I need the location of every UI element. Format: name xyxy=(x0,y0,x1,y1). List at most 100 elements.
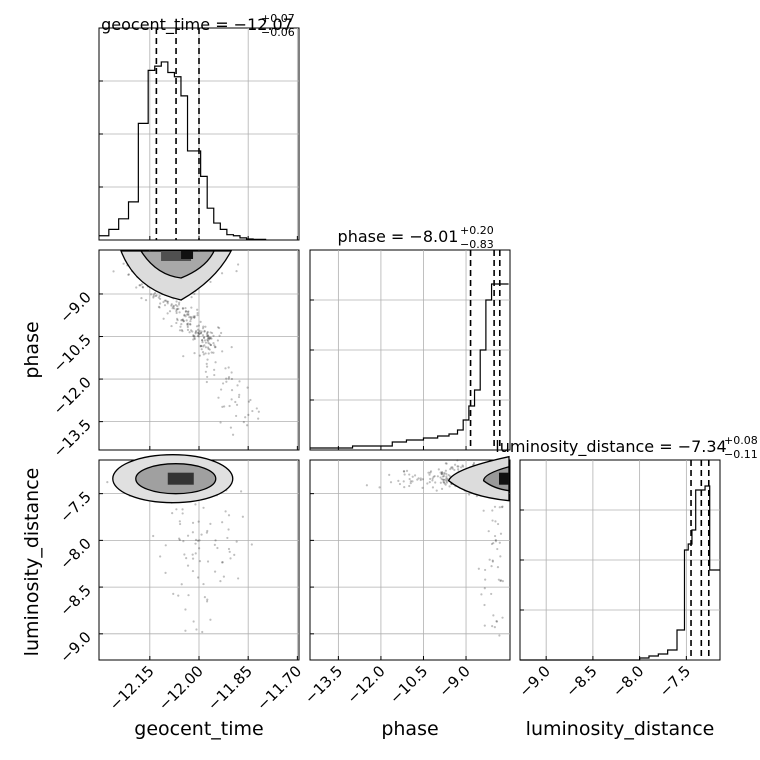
scatter-point xyxy=(181,307,185,310)
scatter-point xyxy=(439,481,442,484)
scatter-point xyxy=(233,553,236,556)
scatter-point xyxy=(439,471,442,474)
scatter-point xyxy=(188,331,191,334)
scatter-point xyxy=(226,536,229,540)
scatter-point xyxy=(483,624,486,627)
scatter-point xyxy=(230,377,234,381)
scatter-point xyxy=(442,478,445,481)
scatter-point xyxy=(220,561,224,564)
scatter-point xyxy=(152,295,155,298)
scatter-point xyxy=(221,350,224,353)
scatter-point xyxy=(154,294,157,298)
scatter-point xyxy=(490,592,493,596)
scatter-point xyxy=(495,620,499,623)
scatter-point xyxy=(199,344,202,348)
scatter-point xyxy=(209,343,213,347)
scatter-point xyxy=(440,478,443,481)
scatter-point xyxy=(419,478,422,482)
panel-phase-hist: phase = −8.01 +0.20 −0.83 xyxy=(309,224,511,451)
scatter-point xyxy=(213,543,216,546)
scatter-point xyxy=(203,330,206,333)
scatter-point xyxy=(408,477,411,481)
scatter-point xyxy=(227,366,230,369)
scatter-point xyxy=(178,311,181,314)
scatter-point xyxy=(497,578,500,581)
scatter-point xyxy=(225,377,228,380)
scatter-point xyxy=(206,375,209,379)
scatter-point xyxy=(197,520,200,523)
scatter-point xyxy=(220,331,223,335)
scatter-point xyxy=(209,343,212,347)
scatter-point xyxy=(171,512,174,515)
scatter-point xyxy=(190,306,193,309)
contour-layer xyxy=(112,250,510,504)
scatter-point xyxy=(205,334,209,338)
scatter-point xyxy=(429,471,432,474)
scatter-point xyxy=(191,531,194,534)
scatter-point xyxy=(190,316,193,319)
scatter-point xyxy=(451,466,454,469)
scatter-point xyxy=(499,579,503,582)
scatter-point xyxy=(186,310,190,314)
y-tick-label: −7.5 xyxy=(56,488,94,526)
scatter-point xyxy=(166,302,169,305)
scatter-point xyxy=(460,466,463,469)
scatter-point xyxy=(166,300,170,303)
scatter-point xyxy=(162,317,165,320)
scatter-point xyxy=(152,293,155,296)
scatter-point xyxy=(257,417,260,420)
scatter-point xyxy=(192,315,195,318)
scatter-point xyxy=(198,547,201,550)
scatter-point xyxy=(184,629,187,632)
scatter-point xyxy=(500,506,504,509)
scatter-point xyxy=(251,409,254,413)
scatter-point xyxy=(389,481,393,484)
scatter-point xyxy=(209,331,212,334)
scatter-point xyxy=(157,296,160,299)
scatter-point xyxy=(194,332,197,335)
scatter-point xyxy=(202,353,205,356)
scatter-point xyxy=(442,473,446,476)
scatter-point xyxy=(212,334,215,337)
x-tick-label: −10.5 xyxy=(386,662,431,707)
scatter-point xyxy=(482,509,485,512)
scatter-point xyxy=(408,473,411,476)
scatter-point xyxy=(176,317,179,320)
scatter-point xyxy=(493,626,496,629)
scatter-point xyxy=(194,331,197,334)
scatter-point xyxy=(496,566,500,569)
scatter-point xyxy=(247,400,251,403)
scatter-point xyxy=(494,520,497,523)
scatter-point xyxy=(175,311,178,315)
scatter-point xyxy=(193,315,196,318)
scatter-point xyxy=(493,534,497,538)
scatter-point xyxy=(184,309,188,313)
scatter-point xyxy=(204,346,208,349)
scatter-point xyxy=(141,285,144,289)
scatter-point xyxy=(213,346,217,349)
contour-outer xyxy=(447,455,510,502)
scatter-point xyxy=(174,303,177,307)
scatter-point xyxy=(175,310,178,313)
scatter-point xyxy=(411,480,414,483)
scatter-point xyxy=(200,344,203,348)
scatter-point xyxy=(217,396,220,399)
scatter-point xyxy=(493,505,497,508)
scatter-point xyxy=(163,304,167,307)
x-tick-label: −8.5 xyxy=(562,662,600,700)
scatter-point xyxy=(451,467,454,470)
scatter-point xyxy=(443,482,446,485)
scatter-point xyxy=(498,634,501,637)
histogram-layer xyxy=(99,28,720,661)
scatter-point xyxy=(491,519,494,522)
scatter-point xyxy=(205,332,209,336)
scatter-point xyxy=(437,468,440,471)
scatter-point xyxy=(112,270,115,273)
scatter-point xyxy=(419,477,422,480)
scatter-point xyxy=(205,531,208,534)
scatter-point xyxy=(194,503,197,506)
scatter-point xyxy=(495,620,498,623)
scatter-point xyxy=(501,580,504,583)
scatter-point xyxy=(246,386,249,389)
scatter-point xyxy=(206,598,209,601)
